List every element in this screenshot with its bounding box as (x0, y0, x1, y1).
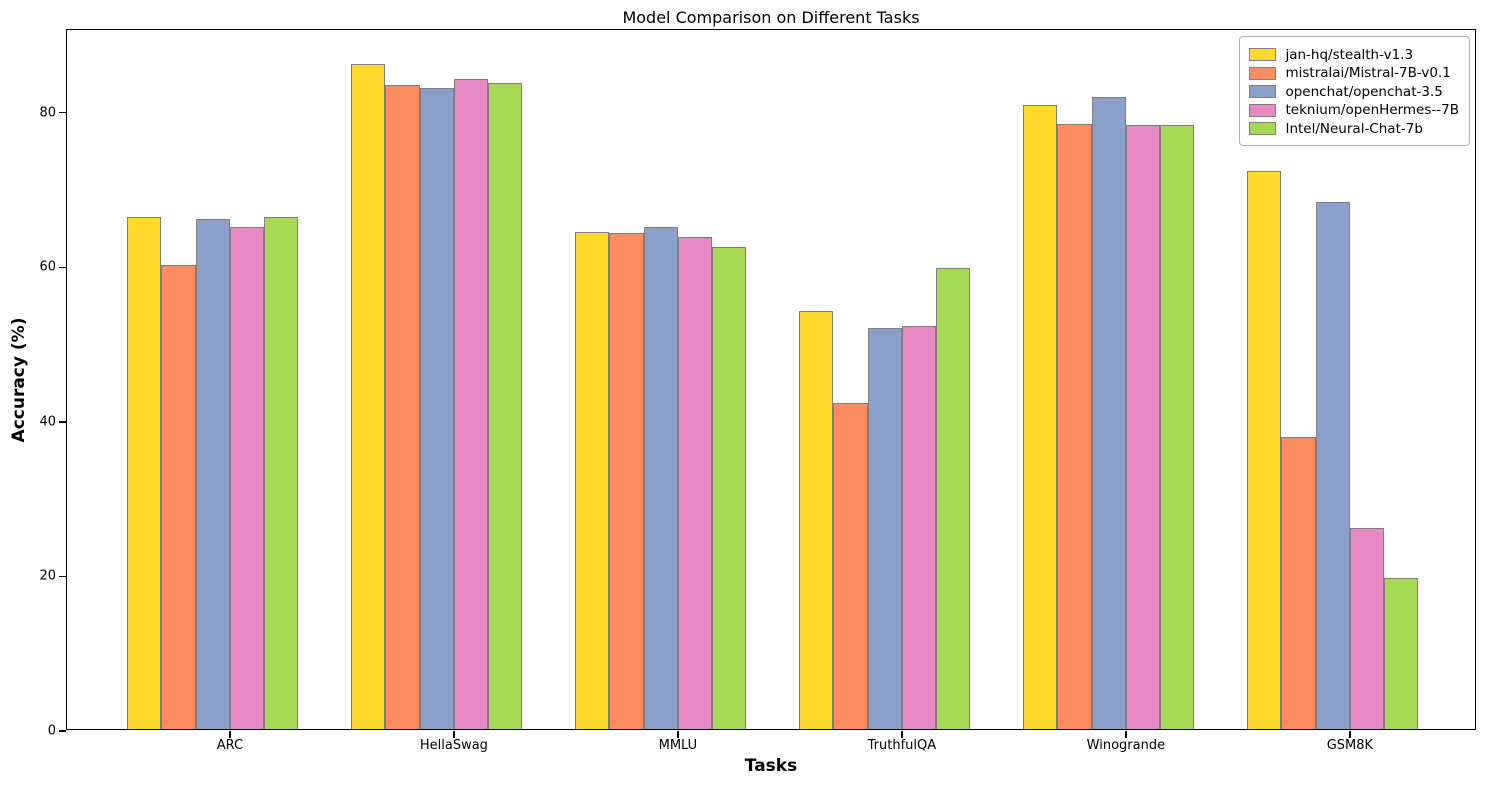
legend-swatch-icon (1249, 122, 1277, 135)
bar-hellaswag-series1 (385, 85, 420, 729)
bar-mmlu-series0 (575, 232, 610, 729)
bar-mmlu-series2 (643, 226, 678, 729)
x-axis-label: Tasks (744, 756, 798, 776)
y-tick-mark (58, 575, 66, 578)
x-tick-mark (453, 730, 455, 738)
bar-arc-series0 (127, 216, 162, 729)
x-tick-label-mmlu: MMLU (658, 738, 698, 753)
legend-label: teknium/openHermes--7B (1285, 102, 1459, 118)
bar-hellaswag-series4 (488, 82, 523, 729)
bar-hellaswag-series2 (419, 87, 454, 729)
plot-area: jan-hq/stealth-v1.3 mistralai/Mistral-7B-… (39, 29, 1476, 753)
x-tick-label-gsm8k: GSM8K (1326, 738, 1374, 753)
x-tick-mark (677, 730, 679, 738)
bar-hellaswag-series0 (351, 64, 386, 729)
bar-winogrande-series3 (1125, 125, 1161, 729)
legend-label: jan-hq/stealth-v1.3 (1285, 46, 1414, 63)
x-tick-mark (901, 730, 903, 738)
bar-gsm8k-series4 (1384, 578, 1419, 729)
bar-gsm8k-series2 (1315, 201, 1350, 729)
y-tick-mark (58, 111, 66, 114)
bar-mmlu-series1 (609, 232, 644, 729)
bar-truthfulqa-series1 (833, 402, 868, 729)
legend-label: mistralai/Mistral-7B-v0.1 (1285, 65, 1451, 81)
bar-mmlu-series3 (677, 236, 713, 729)
x-tick-label-arc: ARC (216, 738, 244, 753)
bar-gsm8k-series3 (1349, 528, 1385, 729)
bar-winogrande-series4 (1160, 124, 1195, 729)
y-tick-label: 80 (39, 105, 56, 121)
bar-arc-series4 (264, 217, 299, 729)
x-tick-label-winogrande: Winogrande (1086, 738, 1166, 753)
legend-item-series3: teknium/openHermes--7B (1249, 102, 1459, 118)
legend-item-series2: openchat/openchat-3.5 (1249, 84, 1459, 100)
legend-swatch-icon (1249, 85, 1277, 98)
bar-winogrande-series0 (1023, 105, 1058, 729)
y-tick-label: 0 (47, 723, 56, 739)
y-tick-label: 20 (39, 568, 56, 584)
y-tick-mark (58, 421, 66, 423)
bar-arc-series1 (161, 265, 196, 729)
legend-label: openchat/openchat-3.5 (1285, 83, 1443, 100)
x-tick-mark (1349, 730, 1351, 738)
y-tick-mark (58, 266, 66, 269)
bar-mmlu-series4 (712, 246, 747, 729)
legend-label: Intel/Neural-Chat-7b (1285, 120, 1423, 137)
legend: jan-hq/stealth-v1.3 mistralai/Mistral-7B-… (1239, 36, 1470, 146)
legend-item-series0: jan-hq/stealth-v1.3 (1249, 47, 1459, 63)
x-tick-label-truthfulqa: TruthfulQA (867, 738, 937, 753)
legend-swatch-icon (1249, 103, 1277, 117)
bar-winogrande-series2 (1091, 96, 1126, 729)
bar-truthfulqa-series0 (799, 310, 834, 729)
bar-arc-series2 (195, 218, 230, 729)
legend-swatch-icon (1249, 48, 1277, 61)
bar-truthfulqa-series3 (901, 325, 937, 729)
legend-swatch-icon (1249, 66, 1277, 80)
bar-winogrande-series1 (1057, 123, 1092, 729)
y-axis-label: Accuracy (%) (9, 317, 29, 443)
x-tick-mark (1125, 730, 1127, 738)
legend-item-series4: Intel/Neural-Chat-7b (1249, 121, 1459, 137)
x-tick-label-hellaswag: HellaSwag (419, 738, 488, 753)
y-tick-mark (58, 730, 66, 732)
y-tick-label: 60 (39, 259, 56, 275)
bar-gsm8k-series1 (1281, 436, 1316, 729)
bar-truthfulqa-series4 (936, 267, 971, 729)
bar-hellaswag-series3 (453, 79, 489, 729)
x-tick-mark (229, 730, 231, 738)
bar-truthfulqa-series2 (867, 327, 902, 729)
bar-gsm8k-series0 (1247, 170, 1282, 729)
y-tick-label: 40 (39, 414, 56, 430)
legend-item-series1: mistralai/Mistral-7B-v0.1 (1249, 65, 1459, 81)
bar-arc-series3 (229, 227, 265, 729)
chart-title: Model Comparison on Different Tasks (622, 8, 920, 27)
